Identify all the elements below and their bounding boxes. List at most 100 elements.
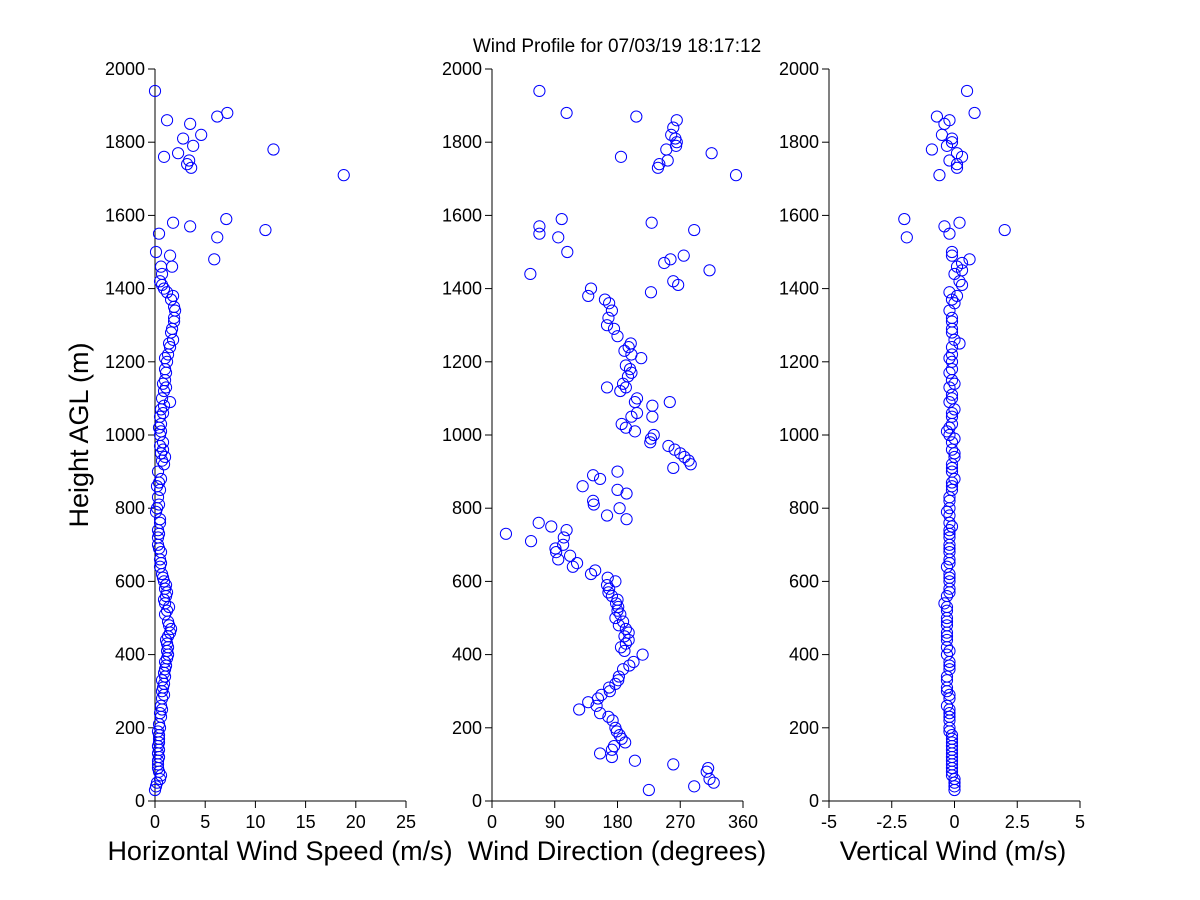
direction-data-point xyxy=(607,322,621,335)
direction-data-point xyxy=(670,136,683,149)
direction-data-point xyxy=(603,681,616,694)
direction-data-point xyxy=(533,84,546,98)
direction-data-point xyxy=(557,538,570,551)
vertical-x-tick-label: 5 xyxy=(1075,812,1085,832)
direction-data-point xyxy=(620,513,633,526)
direction-data-point xyxy=(603,582,616,595)
direction-data-point xyxy=(610,725,623,738)
direction-data-point xyxy=(616,663,630,676)
vertical-data-point xyxy=(960,84,974,98)
direction-data-point xyxy=(703,772,716,786)
direction-data-point xyxy=(576,480,589,493)
direction-data-point xyxy=(623,659,636,672)
direction-data-point xyxy=(584,282,598,295)
vertical-data-point xyxy=(945,245,959,259)
direction-data-point xyxy=(587,469,600,482)
direction-data-point xyxy=(600,578,614,592)
direction-data-point xyxy=(614,641,628,654)
figure-title: Wind Profile for 07/03/19 18:17:12 xyxy=(473,36,761,57)
direction-y-tick-label: 1600 xyxy=(442,205,482,225)
horizontal-wind-speed-x-label: Horizontal Wind Speed (m/s) xyxy=(107,836,452,866)
direction-data-point xyxy=(613,502,626,515)
vertical-data-point xyxy=(948,776,961,789)
direction-data-point xyxy=(552,553,565,566)
vertical-y-tick-label: 200 xyxy=(789,718,819,738)
direction-data-point xyxy=(614,384,627,398)
direction-data-point xyxy=(582,289,595,303)
vertical-data-point xyxy=(953,216,966,229)
direction-data-point xyxy=(658,256,671,270)
speed-y-tick-label: 2000 xyxy=(105,59,145,79)
direction-data-point xyxy=(600,509,614,522)
direction-data-point xyxy=(610,597,623,610)
speed-x-tick-label: 25 xyxy=(396,812,416,832)
vertical-data-point xyxy=(943,567,956,581)
direction-data-point xyxy=(550,546,563,559)
direction-data-point xyxy=(636,648,649,661)
wind-direction-x-label: Wind Direction (degrees) xyxy=(468,836,767,866)
direction-data-point xyxy=(616,377,630,390)
direction-data-point xyxy=(705,147,718,160)
direction-data-point xyxy=(560,524,573,537)
direction-data-point xyxy=(605,750,619,764)
vertical-data-point xyxy=(953,337,966,350)
vertical-wind-x-label: Vertical Wind (m/s) xyxy=(840,836,1067,866)
direction-data-point xyxy=(605,304,619,317)
direction-data-point xyxy=(677,249,690,262)
vertical-data-point xyxy=(943,655,956,669)
speed-data-point xyxy=(160,114,174,127)
direction-data-point xyxy=(611,483,624,496)
direction-y-tick-label: 1000 xyxy=(442,425,482,445)
vertical-data-point xyxy=(938,597,951,610)
speed-data-point xyxy=(167,315,181,328)
direction-x-tick-label: 360 xyxy=(728,812,758,832)
vertical-data-point xyxy=(943,586,956,599)
speed-data-point xyxy=(153,483,167,496)
direction-data-point xyxy=(647,428,660,442)
speed-data-point xyxy=(151,758,165,771)
direction-data-point xyxy=(589,564,602,577)
direction-data-point xyxy=(590,699,603,712)
speed-data-point xyxy=(157,150,171,163)
direction-data-point xyxy=(605,743,619,756)
vertical-data-point xyxy=(925,143,939,156)
horizontal-wind-speed-panel: Horizontal Wind Speed (m/s) Height AGL (… xyxy=(64,59,453,866)
direction-data-point xyxy=(729,169,743,182)
direction-y-tick-label: 0 xyxy=(472,791,482,811)
vertical-data-point xyxy=(963,253,976,266)
direction-x-tick-label: 90 xyxy=(545,812,565,832)
speed-data-point xyxy=(221,106,234,120)
direction-data-point xyxy=(672,278,685,292)
vertical-data-point xyxy=(940,641,954,654)
direction-data-point xyxy=(644,436,657,449)
speed-data-point xyxy=(187,139,200,152)
speed-data-point xyxy=(158,608,172,621)
vertical-data-point xyxy=(943,524,956,537)
vertical-data-point xyxy=(943,538,956,551)
speed-y-tick-label: 200 xyxy=(115,718,145,738)
vertical-data-point xyxy=(933,169,946,182)
speed-data-point xyxy=(157,384,171,398)
vertical-data-point xyxy=(943,154,956,167)
direction-data-point xyxy=(560,106,573,120)
direction-data-point xyxy=(598,293,612,306)
vertical-data-point xyxy=(953,275,966,288)
speed-data-point xyxy=(153,560,167,573)
vertical-data-point xyxy=(940,425,954,438)
direction-data-point xyxy=(593,707,607,720)
speed-y-tick-label: 600 xyxy=(115,571,145,591)
direction-data-point xyxy=(611,330,624,343)
speed-x-tick-label: 10 xyxy=(245,812,265,832)
direction-data-point xyxy=(555,212,568,226)
vertical-data-point xyxy=(945,136,959,149)
direction-data-point xyxy=(602,586,615,599)
speed-data-point xyxy=(153,439,167,453)
vertical-data-point xyxy=(945,476,959,489)
speed-data-point xyxy=(148,84,162,98)
direction-data-point xyxy=(602,710,615,723)
vertical-data-point xyxy=(943,286,956,299)
vertical-data-point xyxy=(943,582,956,595)
vertical-data-point xyxy=(945,326,959,339)
direction-data-point xyxy=(627,655,640,669)
